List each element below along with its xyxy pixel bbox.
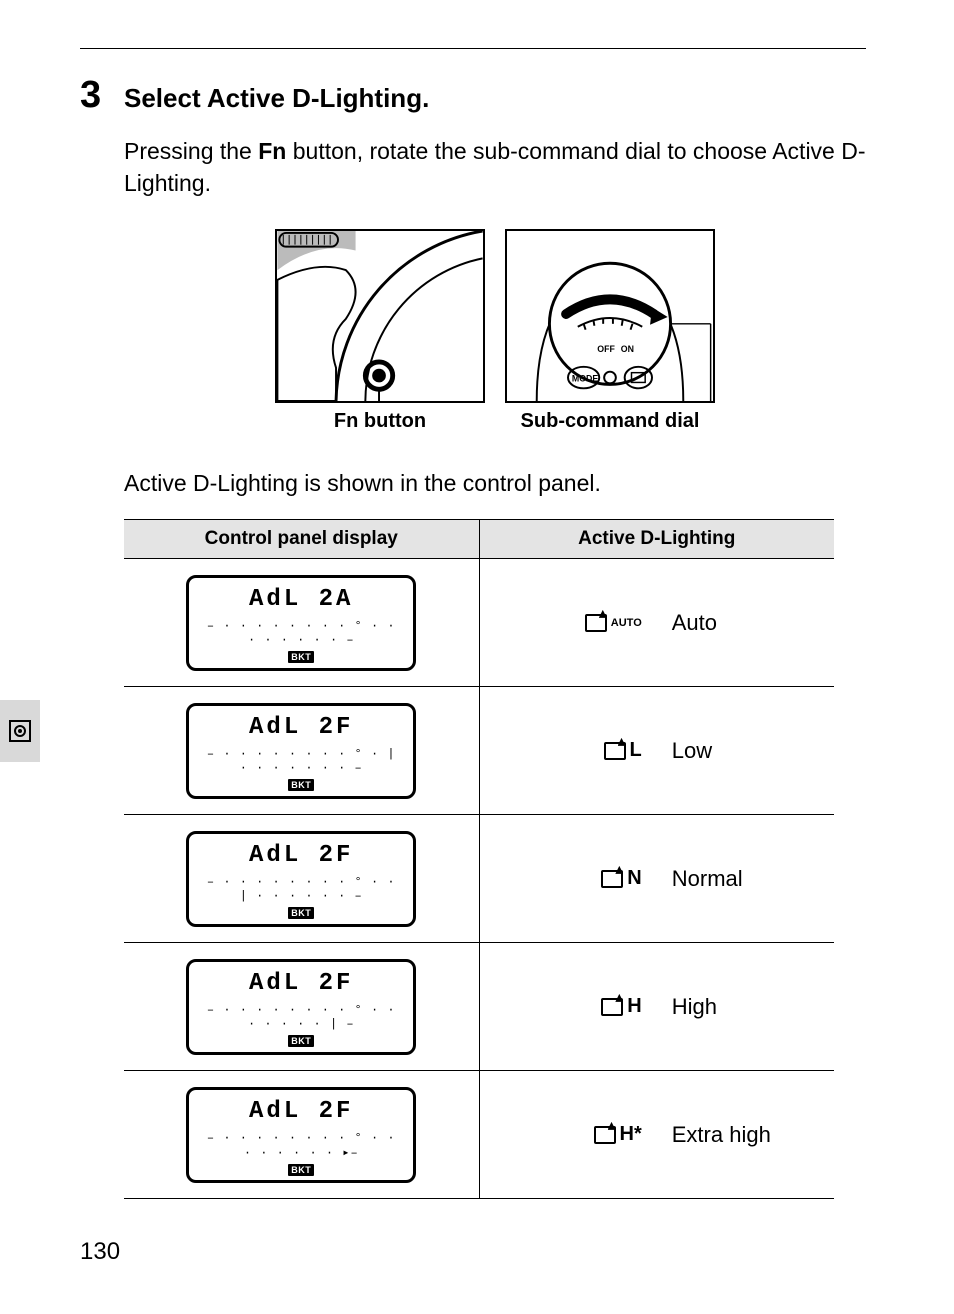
table-row: AdL 2F – · · · · · · · · ° · | · · · · · … bbox=[124, 687, 834, 815]
mode-cell: H High bbox=[479, 943, 834, 1071]
lcd-scale: – · · · · · · · · ° · · · · · · · · ▸– bbox=[199, 1131, 403, 1160]
lcd-display: AdL 2F – · · · · · · · · ° · | · · · · · … bbox=[186, 703, 416, 799]
instruction-pre: Pressing the bbox=[124, 138, 258, 164]
bkt-badge: BKT bbox=[288, 1035, 314, 1047]
fn-bold: Fn bbox=[258, 138, 286, 164]
mode-suffix: AUTO bbox=[611, 617, 642, 629]
mode-label: Low bbox=[672, 738, 782, 764]
d-lighting-table: Control panel display Active D-Lighting … bbox=[124, 519, 834, 1199]
page-number: 130 bbox=[80, 1238, 120, 1266]
side-tab-icon bbox=[0, 700, 40, 762]
instruction-text: Pressing the Fn button, rotate the sub-c… bbox=[124, 135, 866, 199]
mode-suffix: L bbox=[630, 739, 642, 762]
mode-cell: N Normal bbox=[479, 815, 834, 943]
bkt-badge: BKT bbox=[288, 907, 314, 919]
fn-button-label: Fn button bbox=[334, 409, 426, 434]
lcd-cell: AdL 2A – · · · · · · · · ° · · · · · · · … bbox=[124, 559, 479, 687]
lcd-scale: – · · · · · · · · ° · · | · · · · · · – bbox=[199, 875, 403, 903]
lcd-display: AdL 2A – · · · · · · · · ° · · · · · · · … bbox=[186, 575, 416, 671]
mode-suffix: N bbox=[627, 867, 641, 890]
adl-glyph-icon bbox=[601, 998, 623, 1016]
lcd-cell: AdL 2F – · · · · · · · · ° · · · · · · · … bbox=[124, 1071, 479, 1199]
svg-text:MODE: MODE bbox=[572, 374, 598, 384]
mode-cell: H* Extra high bbox=[479, 1071, 834, 1199]
mode-cell: L Low bbox=[479, 687, 834, 815]
lcd-cell: AdL 2F – · · · · · · · · ° · · | · · · · … bbox=[124, 815, 479, 943]
adl-glyph-icon bbox=[601, 870, 623, 888]
step-title: Select Active D-Lighting. bbox=[124, 83, 429, 114]
lcd-top-text: AdL 2F bbox=[199, 842, 403, 869]
table-row: AdL 2F – · · · · · · · · ° · · · · · · · … bbox=[124, 1071, 834, 1199]
lcd-cell: AdL 2F – · · · · · · · · ° · | · · · · · … bbox=[124, 687, 479, 815]
adl-icon: H bbox=[532, 995, 642, 1018]
mode-suffix: H bbox=[627, 995, 641, 1018]
adl-glyph-icon bbox=[594, 1126, 616, 1144]
fn-button-illustration bbox=[275, 229, 485, 403]
lcd-display: AdL 2F – · · · · · · · · ° · · · · · · · … bbox=[186, 1087, 416, 1183]
lcd-top-text: AdL 2A bbox=[199, 586, 403, 613]
lcd-display: AdL 2F – · · · · · · · · ° · · · · · · · … bbox=[186, 959, 416, 1055]
table-row: AdL 2F – · · · · · · · · ° · · · · · · · … bbox=[124, 943, 834, 1071]
bkt-badge: BKT bbox=[288, 651, 314, 663]
adl-glyph-icon bbox=[604, 742, 626, 760]
lcd-cell: AdL 2F – · · · · · · · · ° · · · · · · · … bbox=[124, 943, 479, 1071]
svg-text:OFF: OFF bbox=[597, 345, 615, 355]
adl-icon: AUTO bbox=[532, 614, 642, 632]
mode-label: Normal bbox=[672, 866, 782, 892]
mode-label: Auto bbox=[672, 610, 782, 636]
bkt-badge: BKT bbox=[288, 779, 314, 791]
adl-icon: H* bbox=[532, 1123, 642, 1146]
mode-label: High bbox=[672, 994, 782, 1020]
adl-icon: L bbox=[532, 739, 642, 762]
table-header-left: Control panel display bbox=[124, 520, 479, 559]
mode-suffix: H* bbox=[620, 1123, 642, 1146]
table-row: AdL 2A – · · · · · · · · ° · · · · · · · … bbox=[124, 559, 834, 687]
lcd-display: AdL 2F – · · · · · · · · ° · · | · · · · … bbox=[186, 831, 416, 927]
lcd-top-text: AdL 2F bbox=[199, 970, 403, 997]
bkt-badge: BKT bbox=[288, 1164, 314, 1176]
lcd-scale: – · · · · · · · · ° · | · · · · · · · – bbox=[199, 747, 403, 775]
mode-label: Extra high bbox=[672, 1122, 782, 1148]
lcd-top-text: AdL 2F bbox=[199, 1098, 403, 1125]
sub-command-dial-illustration: OFF ON MODE bbox=[505, 229, 715, 403]
lcd-scale: – · · · · · · · · ° · · · · · · · | – bbox=[199, 1003, 403, 1031]
mode-cell: AUTO Auto bbox=[479, 559, 834, 687]
sub-command-dial-label: Sub-command dial bbox=[521, 409, 700, 434]
lcd-scale: – · · · · · · · · ° · · · · · · · · – bbox=[199, 619, 403, 647]
lcd-top-text: AdL 2F bbox=[199, 714, 403, 741]
adl-glyph-icon bbox=[585, 614, 607, 632]
panel-note: Active D-Lighting is shown in the contro… bbox=[124, 470, 866, 497]
table-header-right: Active D-Lighting bbox=[479, 520, 834, 559]
adl-icon: N bbox=[532, 867, 642, 890]
step-number: 3 bbox=[80, 74, 124, 117]
table-row: AdL 2F – · · · · · · · · ° · · | · · · · … bbox=[124, 815, 834, 943]
svg-text:ON: ON bbox=[621, 345, 634, 355]
